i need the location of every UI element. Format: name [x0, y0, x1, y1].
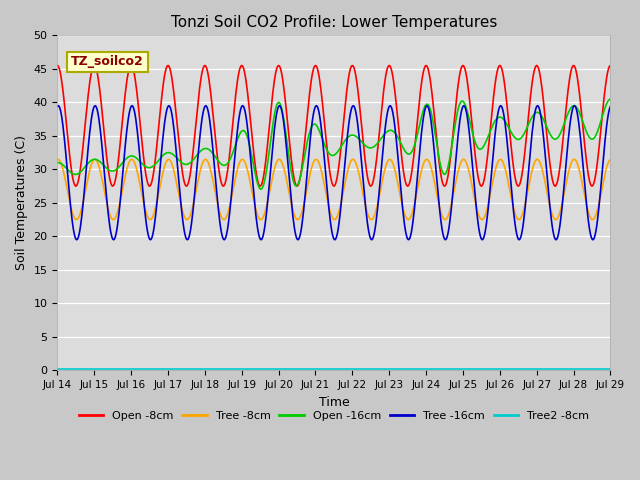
Text: TZ_soilco2: TZ_soilco2 — [71, 56, 144, 69]
X-axis label: Time: Time — [319, 396, 349, 408]
Legend: Open -8cm, Tree -8cm, Open -16cm, Tree -16cm, Tree2 -8cm: Open -8cm, Tree -8cm, Open -16cm, Tree -… — [74, 406, 594, 425]
Title: Tonzi Soil CO2 Profile: Lower Temperatures: Tonzi Soil CO2 Profile: Lower Temperatur… — [171, 15, 497, 30]
Y-axis label: Soil Temperatures (C): Soil Temperatures (C) — [15, 135, 28, 270]
